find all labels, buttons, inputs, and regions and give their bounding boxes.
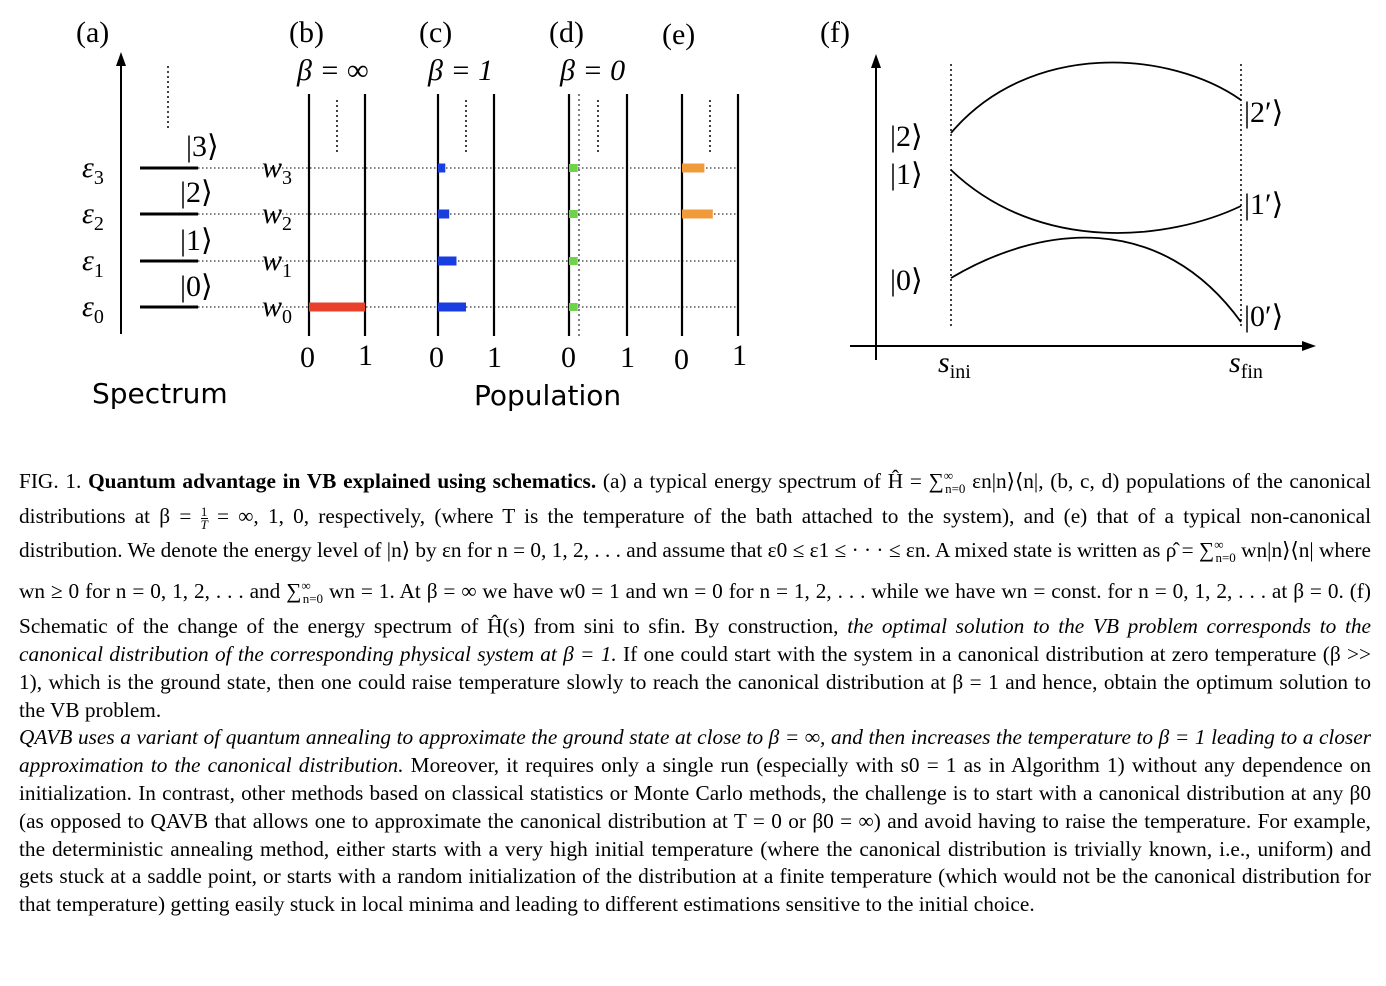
tick-c-1: 1	[487, 341, 502, 374]
energy-levels	[140, 166, 198, 309]
tick-b-1: 1	[358, 339, 373, 372]
population-dots	[336, 94, 711, 336]
population-bars	[309, 163, 713, 312]
beta-inf-label: β = ∞	[296, 54, 369, 87]
energy-label-2: ε2	[82, 197, 104, 235]
level-guides	[198, 167, 738, 308]
fin-state-2: |2′⟩	[1244, 96, 1283, 129]
tick-d-0: 0	[561, 341, 576, 374]
state-label-2: |2⟩	[180, 176, 213, 209]
energy-label-1: ε1	[82, 244, 104, 282]
weight-label-1: w1	[262, 244, 292, 282]
fin-state-1: |1′⟩	[1244, 188, 1283, 221]
figure-caption: FIG. 1. Quantum advantage in VB explaine…	[19, 462, 1371, 919]
ini-state-0: |0⟩	[890, 264, 923, 297]
tick-d-1: 1	[620, 341, 635, 374]
ini-state-1: |1⟩	[890, 158, 923, 191]
qavb-italic: QAVB uses a variant of quantum annealing…	[19, 725, 1371, 778]
tick-e-1: 1	[732, 339, 747, 372]
bar-beta_zero-0	[569, 303, 578, 311]
weight-label-2: w2	[262, 197, 292, 235]
s-fin-label: sfin	[1229, 346, 1263, 383]
tick-c-0: 0	[429, 341, 444, 374]
weight-label-0: w0	[262, 290, 292, 328]
state-label-3: |3⟩	[186, 130, 219, 163]
energy-label-0: ε0	[82, 290, 104, 328]
panel-label-e: (e)	[662, 18, 695, 51]
ini-state-2: |2⟩	[890, 120, 923, 153]
bar-beta_one-2	[438, 209, 450, 219]
bar-beta_zero-1	[569, 257, 578, 265]
bar-beta_one-3	[438, 163, 446, 173]
panel-label-d: (d)	[549, 16, 584, 49]
population-ticks: 0 1 0 1 0 1 0 1	[300, 339, 747, 376]
schematic-figure: (a) (b) (c) (d) (e) (f) β = ∞ β = 1 β = …	[76, 16, 1316, 412]
tick-e-0: 0	[674, 343, 689, 376]
caption-title: Quantum advantage in VB explained using …	[88, 469, 597, 494]
population-xlabel: Population	[474, 379, 621, 412]
level-curve-1	[950, 169, 1242, 234]
bar-beta_zero-2	[569, 210, 578, 218]
bar-noncanonical-3	[682, 163, 705, 173]
panel-label-a: (a)	[76, 16, 109, 49]
bar-beta_zero-3	[569, 164, 578, 172]
spectrum-panel: ε0 ε1 ε2 ε3 |0⟩ |1⟩ |2⟩ |3⟩ Spectrum	[82, 52, 228, 410]
level-curve-2	[950, 61, 1242, 134]
level-curve-0	[950, 236, 1242, 323]
state-label-1: |1⟩	[180, 224, 213, 257]
bar-beta_one-0	[438, 302, 466, 312]
state-label-0: |0⟩	[180, 270, 213, 303]
panel-label-b: (b)	[289, 16, 324, 49]
fin-state-0: |0′⟩	[1244, 300, 1283, 333]
s-ini-label: sini	[938, 346, 971, 383]
caption-paragraph-1: FIG. 1. Quantum advantage in VB explaine…	[19, 468, 1372, 722]
population-panels	[307, 94, 740, 336]
panel-label-c: (c)	[419, 16, 452, 49]
bar-noncanonical-2	[682, 209, 713, 219]
fig-label: FIG. 1.	[19, 469, 82, 494]
energy-label-3: ε3	[82, 151, 104, 189]
panel-f: |2⟩ |1⟩ |0⟩ |2′⟩ |1′⟩ |0′⟩ sini sfin	[850, 54, 1316, 383]
bar-beta_inf-0	[309, 302, 365, 312]
caption-paragraph-2: QAVB uses a variant of quantum annealing…	[19, 725, 1371, 917]
weight-label-3: w3	[262, 151, 292, 189]
beta-zero-label: β = 0	[559, 54, 625, 87]
spectrum-xlabel: Spectrum	[92, 377, 228, 410]
panel-label-f: (f)	[820, 16, 850, 49]
tick-b-0: 0	[300, 341, 315, 374]
bar-beta_one-1	[438, 256, 457, 266]
beta-one-label: β = 1	[427, 54, 493, 87]
